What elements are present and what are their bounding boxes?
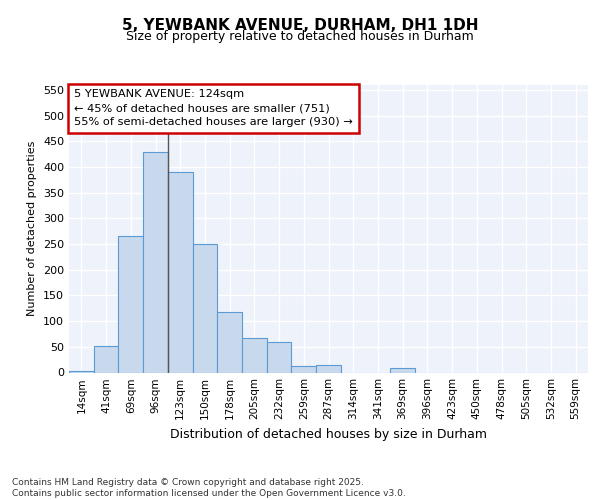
Text: 5 YEWBANK AVENUE: 124sqm
← 45% of detached houses are smaller (751)
55% of semi-: 5 YEWBANK AVENUE: 124sqm ← 45% of detach… (74, 90, 353, 128)
Bar (390, 368, 415, 372)
Text: Size of property relative to detached houses in Durham: Size of property relative to detached ho… (126, 30, 474, 43)
Bar (242, 338, 267, 372)
Y-axis label: Number of detached properties: Number of detached properties (28, 141, 37, 316)
Bar (143, 152, 168, 372)
Bar (118, 236, 143, 372)
Bar (168, 172, 193, 372)
Bar (94, 346, 118, 372)
X-axis label: Distribution of detached houses by size in Durham: Distribution of detached houses by size … (170, 428, 487, 441)
Bar (267, 342, 292, 372)
Text: Contains HM Land Registry data © Crown copyright and database right 2025.
Contai: Contains HM Land Registry data © Crown c… (12, 478, 406, 498)
Bar (316, 366, 341, 372)
Text: 5, YEWBANK AVENUE, DURHAM, DH1 1DH: 5, YEWBANK AVENUE, DURHAM, DH1 1DH (122, 18, 478, 32)
Bar (292, 366, 316, 372)
Bar (217, 312, 242, 372)
Bar (193, 244, 217, 372)
